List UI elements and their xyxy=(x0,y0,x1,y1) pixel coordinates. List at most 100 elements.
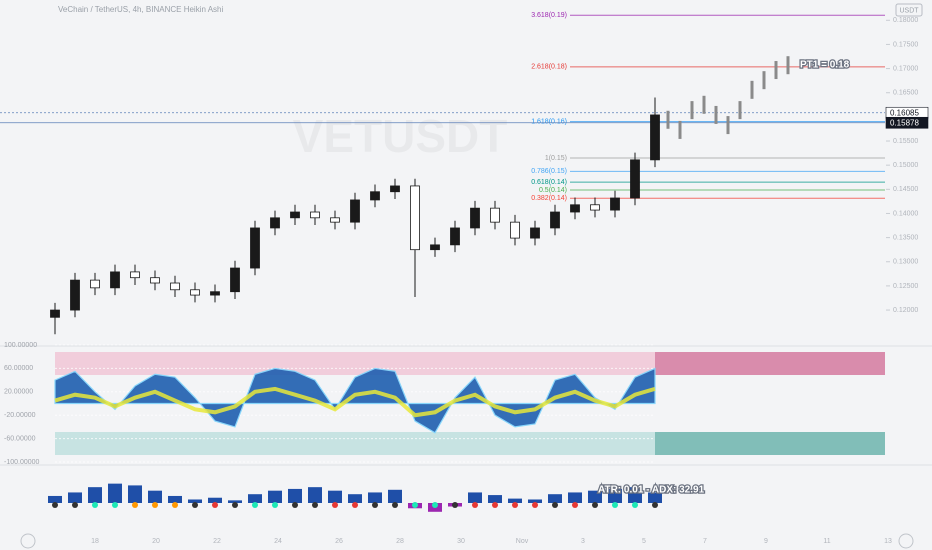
projection-bar xyxy=(714,105,718,124)
momentum-bar xyxy=(168,495,182,503)
squeeze-dot xyxy=(472,502,478,508)
candle-body xyxy=(570,204,580,213)
momentum-bar xyxy=(48,495,62,503)
squeeze-dot xyxy=(452,502,458,508)
x-tick-label: 5 xyxy=(642,538,646,545)
oversold-zone xyxy=(55,432,885,455)
squeeze-dot xyxy=(292,502,298,508)
momentum-bar xyxy=(268,490,282,503)
chart-title: VeChain / TetherUS, 4h, BINANCE Heikin A… xyxy=(58,5,223,14)
projection-bar xyxy=(762,71,766,90)
projection-bar xyxy=(786,56,790,75)
oversold-zone xyxy=(655,432,885,455)
candle-body xyxy=(430,244,440,251)
candle-body xyxy=(390,185,400,193)
candle-body xyxy=(650,114,660,161)
x-tick-label: Nov xyxy=(516,538,529,545)
y-tick-label: -100.00000 xyxy=(4,459,40,466)
squeeze-dot xyxy=(152,502,158,508)
momentum-bar xyxy=(308,487,322,503)
candle-body xyxy=(550,211,560,229)
price-label: 0.16085 xyxy=(890,108,919,117)
projection-bar xyxy=(738,101,742,120)
y-tick-label: 0.17000 xyxy=(893,65,918,72)
x-tick-label: 28 xyxy=(396,538,404,545)
momentum-bar xyxy=(608,488,622,503)
watermark: VETUSDT xyxy=(293,110,508,162)
momentum-bar xyxy=(248,494,262,503)
settings-icon[interactable] xyxy=(20,533,36,549)
x-tick-label: 18 xyxy=(91,538,99,545)
y-tick-label: -20.00000 xyxy=(4,412,36,419)
candle-body xyxy=(130,271,140,279)
squeeze-dot xyxy=(532,502,538,508)
projection-bar xyxy=(702,95,706,114)
signal-line xyxy=(54,386,656,418)
settings-icon[interactable] xyxy=(898,533,914,549)
squeeze-dot xyxy=(632,502,638,508)
momentum-bar xyxy=(148,490,162,503)
squeeze-dot xyxy=(172,502,178,508)
y-tick-label: -60.00000 xyxy=(4,435,36,442)
momentum-bar xyxy=(468,492,482,503)
x-tick-label: 26 xyxy=(335,538,343,545)
y-tick-label: 0.12500 xyxy=(893,283,918,290)
currency-box[interactable] xyxy=(895,3,923,17)
y-tick-label: 0.13000 xyxy=(893,259,918,266)
y-tick-label: 0.18000 xyxy=(893,17,918,24)
currency[interactable]: USDT xyxy=(899,7,919,14)
squeeze-dot xyxy=(432,502,438,508)
fib-label: 0.786(0.15) xyxy=(531,168,567,175)
momentum-bar xyxy=(288,488,302,503)
candle-body xyxy=(170,282,180,291)
projection-bar xyxy=(774,61,778,80)
momentum-bar xyxy=(208,497,222,503)
squeeze-dot xyxy=(492,502,498,508)
candle-body xyxy=(210,291,220,296)
y-tick-label: 0.17500 xyxy=(893,41,918,48)
momentum-bar xyxy=(508,498,522,503)
momentum-bar xyxy=(388,489,402,503)
x-tick-label: 13 xyxy=(884,538,892,545)
fib-label: 0.618(0.14) xyxy=(531,179,567,186)
momentum-bar xyxy=(628,487,642,503)
fib-label: 3.618(0.19) xyxy=(531,12,567,19)
momentum-bar xyxy=(488,495,502,503)
squeeze-dot xyxy=(72,502,78,508)
squeeze-dot xyxy=(332,502,338,508)
squeeze-dot xyxy=(552,502,558,508)
squeeze-dot xyxy=(272,502,278,508)
candle-body xyxy=(490,207,500,223)
squeeze-dot xyxy=(92,502,98,508)
fib-label: 1.618(0.16) xyxy=(531,118,567,125)
y-tick-label: 0.16500 xyxy=(893,90,918,97)
candle-body xyxy=(590,204,600,211)
momentum-bar xyxy=(328,490,342,503)
candle-body xyxy=(270,217,280,229)
squeeze-dot xyxy=(412,502,418,508)
oscillator-area xyxy=(54,367,656,434)
y-tick-label: 0.13500 xyxy=(893,234,918,241)
y-tick-label: 60.00000 xyxy=(4,365,33,372)
fib-label: 0.5(0.14) xyxy=(539,187,567,194)
annotation: ATR: 0.01 - ADX: 32.91 xyxy=(598,485,705,496)
candle-body xyxy=(370,191,380,201)
candle-body xyxy=(290,211,300,219)
momentum-bar xyxy=(108,483,122,503)
projection-bar xyxy=(678,120,682,139)
annotation: PT1 = 0.18 xyxy=(800,60,850,71)
momentum-bar xyxy=(648,492,662,503)
x-tick-label: 3 xyxy=(581,538,585,545)
momentum-bar xyxy=(128,485,142,503)
x-tick-label: 30 xyxy=(457,538,465,545)
candle-body xyxy=(50,309,60,318)
projection-bar xyxy=(690,101,694,120)
candle-body xyxy=(110,271,120,289)
candle-body xyxy=(450,227,460,246)
squeeze-dot xyxy=(212,502,218,508)
squeeze-dot xyxy=(372,502,378,508)
squeeze-dot xyxy=(192,502,198,508)
momentum-bar xyxy=(528,499,542,503)
